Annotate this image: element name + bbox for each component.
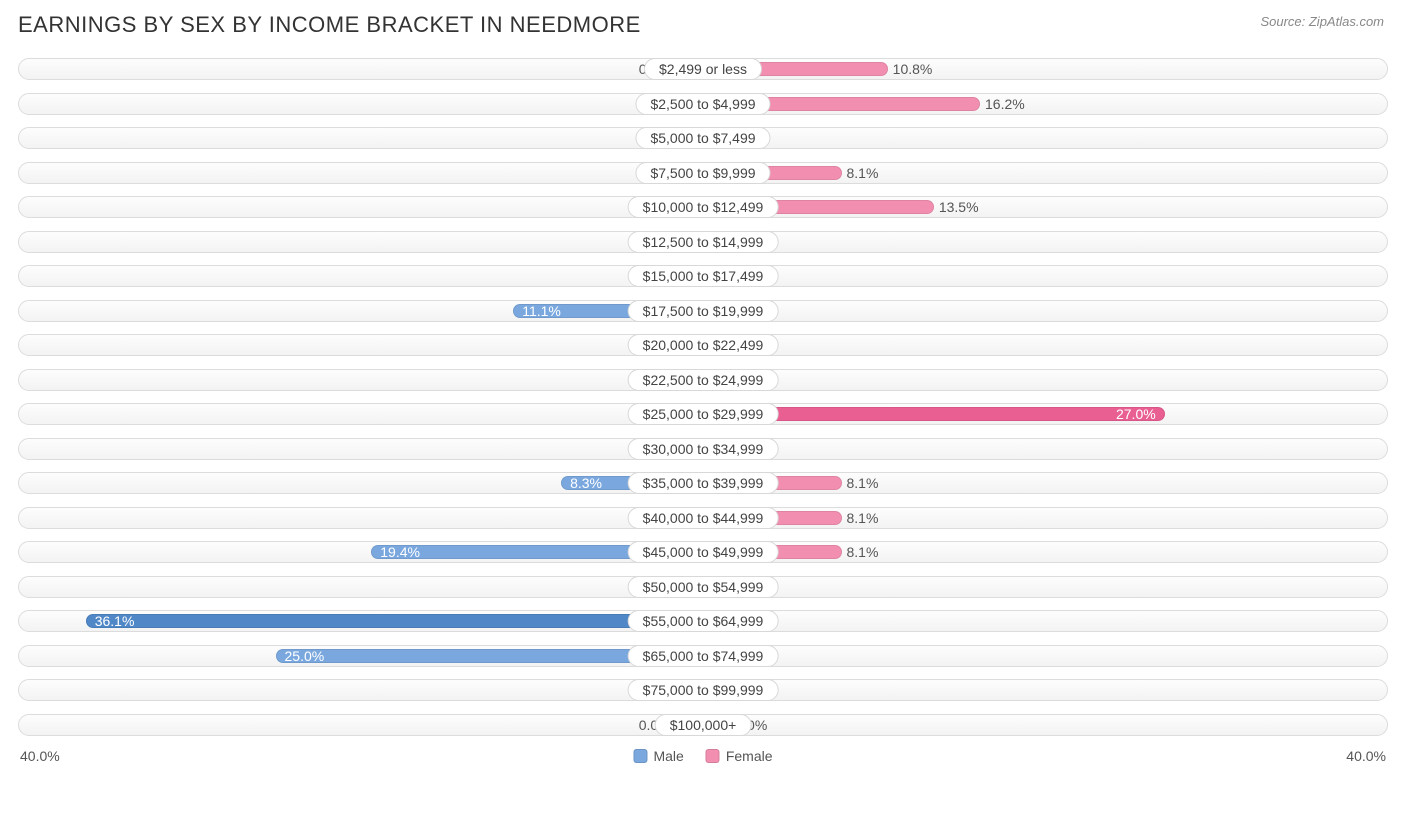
female-value-label: 8.1% bbox=[847, 475, 879, 491]
category-label: $30,000 to $34,999 bbox=[628, 438, 779, 460]
bar-track: 0.0%0.0%$50,000 to $54,999 bbox=[18, 576, 1388, 598]
bar-row: 0.0%16.2%$2,500 to $4,999 bbox=[18, 87, 1388, 122]
category-label: $12,500 to $14,999 bbox=[628, 231, 779, 253]
category-label: $25,000 to $29,999 bbox=[628, 403, 779, 425]
chart-footer: 40.0% 40.0% Male Female bbox=[18, 748, 1388, 772]
bar-row: 0.0%10.8%$2,499 or less bbox=[18, 52, 1388, 87]
bar-track: 0.0%8.1%$40,000 to $44,999 bbox=[18, 507, 1388, 529]
legend-swatch bbox=[706, 749, 720, 763]
bar-row: 0.0%0.0%$22,500 to $24,999 bbox=[18, 363, 1388, 398]
category-label: $50,000 to $54,999 bbox=[628, 576, 779, 598]
bar-track: 11.1%0.0%$17,500 to $19,999 bbox=[18, 300, 1388, 322]
bar-track: 0.0%0.0%$75,000 to $99,999 bbox=[18, 679, 1388, 701]
bar-track: 0.0%0.0%$20,000 to $22,499 bbox=[18, 334, 1388, 356]
category-label: $65,000 to $74,999 bbox=[628, 645, 779, 667]
bar-track: 0.0%0.0%$22,500 to $24,999 bbox=[18, 369, 1388, 391]
bar-track: 8.3% 8.1% $35,000 to $39,999 bbox=[18, 472, 1388, 494]
category-label: $20,000 to $22,499 bbox=[628, 334, 779, 356]
bar-row: 36.1%0.0%$55,000 to $64,999 bbox=[18, 604, 1388, 639]
axis-max-left: 40.0% bbox=[20, 748, 60, 764]
chart-source: Source: ZipAtlas.com bbox=[1260, 14, 1384, 29]
male-bar: 36.1% bbox=[86, 614, 703, 628]
bar-track: 0.0%0.0%$100,000+ bbox=[18, 714, 1388, 736]
bar-track: 0.0%0.0%$12,500 to $14,999 bbox=[18, 231, 1388, 253]
legend: Male Female bbox=[633, 748, 772, 764]
female-value-label: 27.0% bbox=[1116, 406, 1156, 422]
chart-title: EARNINGS BY SEX BY INCOME BRACKET IN NEE… bbox=[18, 12, 1388, 38]
female-value-label: 8.1% bbox=[847, 165, 879, 181]
legend-item: Male bbox=[633, 748, 683, 764]
bar-row: 0.0%0.0%$15,000 to $17,499 bbox=[18, 259, 1388, 294]
category-label: $2,500 to $4,999 bbox=[635, 93, 770, 115]
bar-row: 8.3% 8.1% $35,000 to $39,999 bbox=[18, 466, 1388, 501]
chart-container: EARNINGS BY SEX BY INCOME BRACKET IN NEE… bbox=[0, 0, 1406, 813]
category-label: $2,499 or less bbox=[644, 58, 762, 80]
chart-plot: 0.0%10.8%$2,499 or less0.0%16.2%$2,500 t… bbox=[18, 52, 1388, 742]
bar-track: 0.0%8.1%$7,500 to $9,999 bbox=[18, 162, 1388, 184]
bar-row: 0.0%27.0%$25,000 to $29,999 bbox=[18, 397, 1388, 432]
bar-track: 36.1%0.0%$55,000 to $64,999 bbox=[18, 610, 1388, 632]
legend-label: Male bbox=[653, 748, 683, 764]
category-label: $5,000 to $7,499 bbox=[635, 127, 770, 149]
bar-track: 0.0%10.8%$2,499 or less bbox=[18, 58, 1388, 80]
legend-item: Female bbox=[706, 748, 773, 764]
bar-row: 0.0%0.0%$50,000 to $54,999 bbox=[18, 570, 1388, 605]
bar-track: 0.0%27.0%$25,000 to $29,999 bbox=[18, 403, 1388, 425]
female-value-label: 16.2% bbox=[985, 96, 1025, 112]
female-value-label: 8.1% bbox=[847, 510, 879, 526]
bar-row: 0.0%0.0%$12,500 to $14,999 bbox=[18, 225, 1388, 260]
male-value-label: 25.0% bbox=[285, 648, 325, 664]
category-label: $10,000 to $12,499 bbox=[628, 196, 779, 218]
bar-row: 0.0%8.1%$7,500 to $9,999 bbox=[18, 156, 1388, 191]
bar-track: 0.0%13.5%$10,000 to $12,499 bbox=[18, 196, 1388, 218]
category-label: $22,500 to $24,999 bbox=[628, 369, 779, 391]
axis-max-right: 40.0% bbox=[1346, 748, 1386, 764]
bar-row: 0.0%0.0%$75,000 to $99,999 bbox=[18, 673, 1388, 708]
category-label: $55,000 to $64,999 bbox=[628, 610, 779, 632]
category-label: $35,000 to $39,999 bbox=[628, 472, 779, 494]
category-label: $45,000 to $49,999 bbox=[628, 541, 779, 563]
category-label: $17,500 to $19,999 bbox=[628, 300, 779, 322]
bar-track: 19.4% 8.1% $45,000 to $49,999 bbox=[18, 541, 1388, 563]
category-label: $7,500 to $9,999 bbox=[635, 162, 770, 184]
bar-row: 25.0%0.0%$65,000 to $74,999 bbox=[18, 639, 1388, 674]
bar-row: 0.0%0.0%$100,000+ bbox=[18, 708, 1388, 743]
bar-row: 0.0%8.1%$40,000 to $44,999 bbox=[18, 501, 1388, 536]
category-label: $75,000 to $99,999 bbox=[628, 679, 779, 701]
category-label: $15,000 to $17,499 bbox=[628, 265, 779, 287]
female-value-label: 8.1% bbox=[847, 544, 879, 560]
male-value-label: 8.3% bbox=[570, 475, 602, 491]
bar-row: 0.0%13.5%$10,000 to $12,499 bbox=[18, 190, 1388, 225]
male-value-label: 36.1% bbox=[95, 613, 135, 629]
male-value-label: 19.4% bbox=[380, 544, 420, 560]
category-label: $100,000+ bbox=[655, 714, 752, 736]
female-value-label: 13.5% bbox=[939, 199, 979, 215]
bar-row: 0.0%0.0%$5,000 to $7,499 bbox=[18, 121, 1388, 156]
male-value-label: 11.1% bbox=[522, 303, 561, 319]
bar-row: 19.4% 8.1% $45,000 to $49,999 bbox=[18, 535, 1388, 570]
bar-row: 0.0%0.0%$20,000 to $22,499 bbox=[18, 328, 1388, 363]
category-label: $40,000 to $44,999 bbox=[628, 507, 779, 529]
bar-track: 25.0%0.0%$65,000 to $74,999 bbox=[18, 645, 1388, 667]
female-value-label: 10.8% bbox=[893, 61, 933, 77]
bar-row: 11.1%0.0%$17,500 to $19,999 bbox=[18, 294, 1388, 329]
bar-track: 0.0%0.0%$5,000 to $7,499 bbox=[18, 127, 1388, 149]
bar-track: 0.0%0.0%$15,000 to $17,499 bbox=[18, 265, 1388, 287]
legend-swatch bbox=[633, 749, 647, 763]
bar-row: 0.0%0.0%$30,000 to $34,999 bbox=[18, 432, 1388, 467]
bar-track: 0.0%0.0%$30,000 to $34,999 bbox=[18, 438, 1388, 460]
legend-label: Female bbox=[726, 748, 773, 764]
bar-track: 0.0%16.2%$2,500 to $4,999 bbox=[18, 93, 1388, 115]
